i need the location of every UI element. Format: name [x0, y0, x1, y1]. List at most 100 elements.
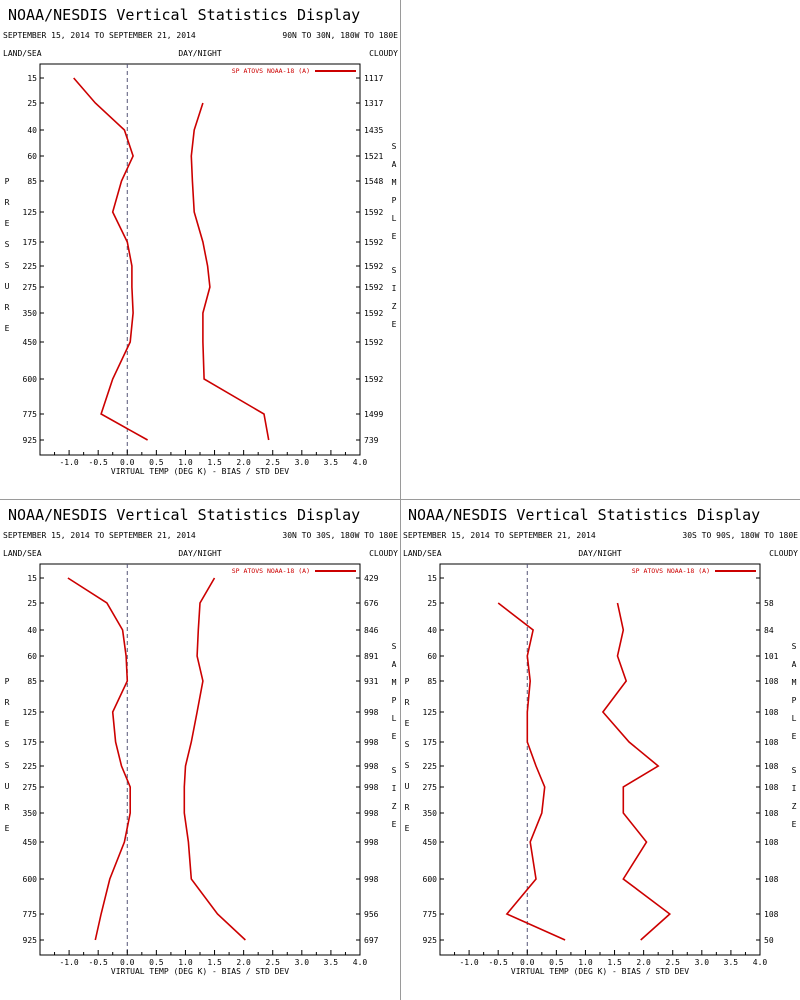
pressure-tick-label: 350 — [23, 809, 38, 818]
pressure-tick-label: 775 — [23, 910, 38, 919]
x-tick-label: 1.5 — [607, 958, 622, 967]
sample-axis-letter: S — [792, 642, 797, 651]
sample-size-label: 1548 — [364, 177, 383, 186]
day-night-label: DAY/NIGHT — [178, 49, 222, 58]
x-tick-label: 2.5 — [666, 958, 681, 967]
x-tick-label: 0.5 — [549, 958, 564, 967]
pressure-axis-letter: E — [5, 719, 10, 728]
cloudy-label: CLOUDY — [369, 49, 398, 58]
size-axis-letter: Z — [392, 302, 397, 311]
sample-size-label: 1592 — [364, 238, 383, 247]
sample-size-label: 998 — [364, 762, 379, 771]
x-tick-label: 3.0 — [695, 958, 710, 967]
sample-size-label: 1592 — [364, 283, 383, 292]
sample-size-label: 108 — [764, 783, 779, 792]
sample-size-label: 1499 — [364, 410, 383, 419]
legend-label: SP ATOVS NOAA-18 (A) — [232, 67, 310, 75]
region-label: 30N TO 30S, 180W TO 180E — [282, 531, 398, 540]
pressure-tick-label: 350 — [423, 809, 438, 818]
region-label: 90N TO 30N, 180W TO 180E — [282, 31, 398, 40]
std-dev-series-line — [601, 602, 672, 941]
sample-axis-letter: P — [792, 696, 797, 705]
pressure-tick-label: 450 — [23, 338, 38, 347]
x-tick-label: -1.0 — [459, 958, 478, 967]
sample-axis-letter: E — [792, 732, 797, 741]
pressure-tick-label: 350 — [23, 309, 38, 318]
pressure-tick-label: 175 — [23, 738, 38, 747]
cloudy-label: CLOUDY — [769, 549, 798, 558]
sample-size-label: 956 — [364, 910, 379, 919]
pressure-axis-letter: S — [5, 761, 10, 770]
pressure-tick-label: 85 — [27, 677, 37, 686]
pressure-tick-label: 925 — [23, 936, 38, 945]
pressure-axis-letter: E — [5, 824, 10, 833]
x-tick-label: 1.0 — [178, 958, 193, 967]
pressure-tick-label: 275 — [23, 783, 38, 792]
bias-series-line — [497, 602, 566, 941]
pressure-tick-label: 40 — [427, 626, 437, 635]
chart-title: NOAA/NESDIS Vertical Statistics Display — [8, 6, 360, 24]
size-axis-letter: I — [792, 784, 797, 793]
sample-axis-letter: E — [392, 732, 397, 741]
size-axis-letter: E — [792, 820, 797, 829]
pressure-axis-letter: U — [5, 782, 10, 791]
sample-size-label: 1521 — [364, 152, 383, 161]
sample-size-label: 1317 — [364, 99, 383, 108]
x-tick-label: 1.0 — [178, 458, 193, 467]
panel-separator-vertical — [400, 0, 401, 1000]
pressure-tick-label: 125 — [23, 208, 38, 217]
pressure-tick-label: 925 — [423, 936, 438, 945]
x-tick-label: 0.0 — [520, 958, 535, 967]
bias-series-line — [67, 577, 131, 941]
pressure-tick-label: 600 — [23, 375, 38, 384]
sample-axis-letter: P — [392, 196, 397, 205]
sample-size-label: 676 — [364, 599, 379, 608]
x-tick-label: -1.0 — [59, 458, 78, 467]
pressure-tick-label: 125 — [423, 708, 438, 717]
pressure-tick-label: 275 — [23, 283, 38, 292]
pressure-axis-letter: S — [5, 740, 10, 749]
sample-size-label: 846 — [364, 626, 379, 635]
pressure-tick-label: 225 — [23, 762, 38, 771]
sample-size-label: 108 — [764, 762, 779, 771]
pressure-tick-label: 40 — [27, 626, 37, 635]
sample-size-label: 1592 — [364, 208, 383, 217]
x-tick-label: 3.0 — [295, 958, 310, 967]
sample-size-label: 998 — [364, 708, 379, 717]
panel-separator-horizontal — [0, 499, 800, 500]
sample-axis-letter: A — [792, 660, 797, 669]
x-tick-label: -0.5 — [489, 958, 508, 967]
pressure-tick-label: 775 — [23, 410, 38, 419]
sample-axis-letter: E — [392, 232, 397, 241]
x-tick-label: 1.5 — [207, 958, 222, 967]
x-axis-label: VIRTUAL TEMP (DEG K) - BIAS / STD DEV — [511, 967, 689, 976]
pressure-axis-letter: E — [5, 324, 10, 333]
sample-axis-letter: P — [392, 696, 397, 705]
sample-size-label: 58 — [764, 599, 774, 608]
sample-size-label: 998 — [364, 809, 379, 818]
pressure-tick-label: 600 — [23, 875, 38, 884]
legend-label: SP ATOVS NOAA-18 (A) — [632, 567, 710, 575]
x-tick-label: 4.0 — [753, 958, 768, 967]
land-sea-label: LAND/SEA — [403, 549, 442, 558]
sample-size-label: 697 — [364, 936, 379, 945]
date-range: SEPTEMBER 15, 2014 TO SEPTEMBER 21, 2014 — [403, 531, 596, 540]
x-tick-label: 1.5 — [207, 458, 222, 467]
legend-label: SP ATOVS NOAA-18 (A) — [232, 567, 310, 575]
plot-frame — [39, 63, 361, 456]
panel-north-chart: NOAA/NESDIS Vertical Statistics Display S… — [3, 6, 398, 476]
region-label: 30S TO 90S, 180W TO 180E — [682, 531, 798, 540]
pressure-tick-label: 60 — [27, 152, 37, 161]
x-tick-label: 0.5 — [149, 458, 164, 467]
date-range: SEPTEMBER 15, 2014 TO SEPTEMBER 21, 2014 — [3, 31, 196, 40]
x-tick-label: 3.5 — [324, 458, 339, 467]
pressure-axis-letter: E — [5, 219, 10, 228]
sample-axis-letter: M — [392, 678, 397, 687]
date-range: SEPTEMBER 15, 2014 TO SEPTEMBER 21, 2014 — [3, 531, 196, 540]
sample-axis-letter: L — [792, 714, 797, 723]
pressure-tick-label: 275 — [423, 783, 438, 792]
size-axis-letter: Z — [392, 802, 397, 811]
pressure-tick-label: 125 — [23, 708, 38, 717]
size-axis-letter: Z — [792, 802, 797, 811]
pressure-tick-label: 15 — [427, 574, 437, 583]
